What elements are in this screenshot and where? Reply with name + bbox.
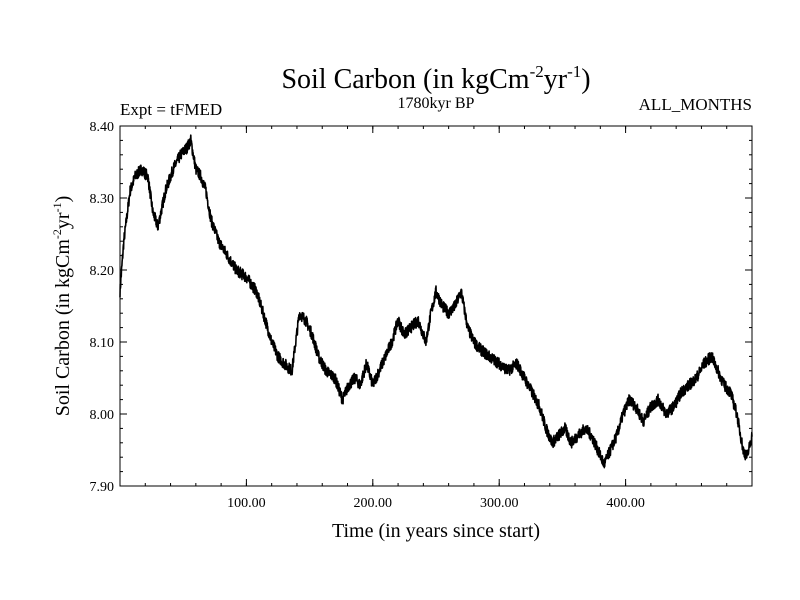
x-tick-label: 300.00 [480, 496, 519, 511]
subtitle-expt: Expt = tFMED [120, 100, 222, 119]
x-tick-label: 200.00 [354, 496, 393, 511]
series-line [119, 134, 753, 469]
x-tick-label: 400.00 [606, 496, 645, 511]
y-tick-label: 7.90 [90, 480, 115, 495]
series-group [119, 134, 753, 469]
y-tick-label: 8.30 [90, 192, 115, 207]
y-tick-label: 8.20 [90, 264, 115, 279]
plot-frame [119, 125, 753, 487]
y-axis-label: Soil Carbon (in kgCm-2yr-1) [50, 196, 74, 417]
subtitle-months: ALL_MONTHS [639, 95, 752, 114]
y-tick-label: 8.00 [90, 408, 115, 423]
y-tick-label: 8.10 [90, 336, 115, 351]
chart-title: Soil Carbon (in kgCm-2yr-1) [281, 62, 590, 95]
subtitle-period: 1780kyr BP [398, 95, 475, 112]
x-tick-label: 100.00 [227, 496, 266, 511]
y-tick-label: 8.40 [90, 120, 115, 135]
y-axis: 7.90 8.00 8.10 8.20 8.30 8.40 [90, 120, 752, 495]
x-axis: 100.00 200.00 300.00 400.00 [144, 126, 728, 511]
x-axis-label: Time (in years since start) [332, 520, 540, 542]
